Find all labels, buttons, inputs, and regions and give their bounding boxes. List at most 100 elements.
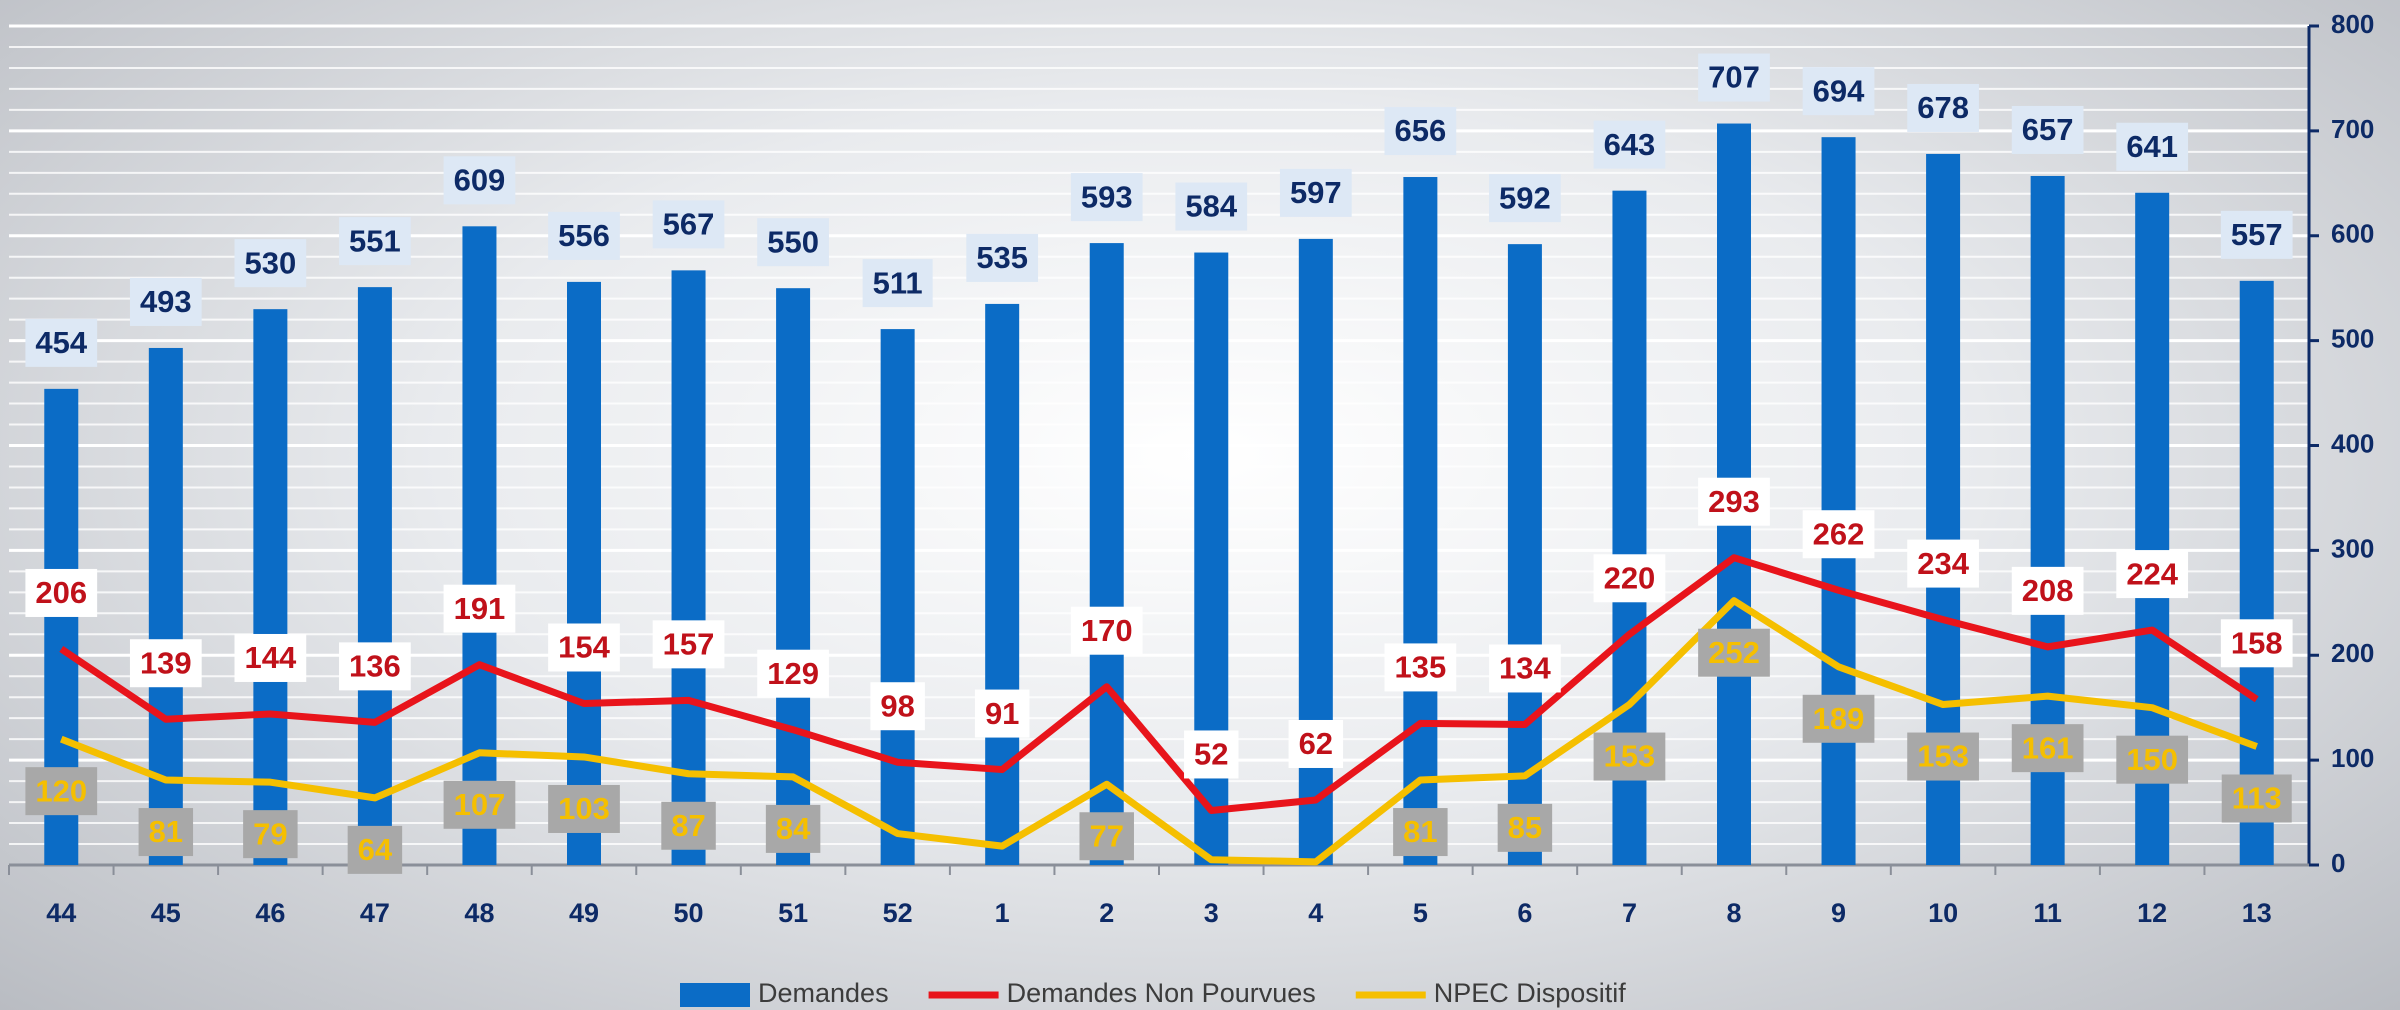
npec-label: 113 (2232, 781, 2282, 816)
bar-label-group: 593 (1070, 173, 1143, 222)
line-label-group: 52 (1184, 730, 1239, 779)
npec-label: 153 (1917, 739, 1969, 774)
line-label: 135 (1394, 650, 1446, 685)
y-tick-label: 300 (2331, 533, 2374, 563)
x-tick-label: 49 (569, 898, 599, 928)
line-label: 234 (1917, 546, 1969, 581)
line-label-box (25, 568, 98, 617)
x-tick-label: 12 (2137, 898, 2167, 928)
bar-label-group: 493 (129, 277, 202, 326)
bar-label-box (2220, 210, 2293, 259)
line-label-group: 129 (757, 649, 829, 698)
npec-label-box (25, 767, 98, 816)
bar-label: 656 (1394, 113, 1446, 148)
bar-label-box (1279, 168, 1352, 217)
line-label-group: 134 (1489, 644, 1561, 693)
npec-label: 81 (149, 814, 183, 849)
npec-label-group: 120 (25, 767, 98, 816)
npec-label: 64 (358, 832, 393, 867)
bar-label-group: 550 (757, 218, 829, 267)
bar-label-box (548, 211, 620, 260)
line-label-group: 191 (443, 584, 516, 633)
line-label-group: 206 (25, 568, 98, 617)
bar-label: 567 (663, 207, 715, 242)
npec-label-box (1497, 803, 1553, 852)
line-label-box (1593, 554, 1666, 603)
line-label: 208 (2022, 573, 2074, 608)
line-label-group: 136 (339, 642, 411, 691)
line-label-box (548, 623, 620, 672)
npec-label-box (661, 801, 716, 850)
bar-label-box (862, 259, 933, 308)
x-tick-label: 9 (1831, 898, 1846, 928)
bar-label-group: 557 (2220, 210, 2293, 259)
line-label: 206 (35, 575, 87, 610)
line-label-box (129, 639, 202, 688)
bar-label-group: 694 (1802, 67, 1875, 116)
bar-label-box (1698, 53, 1770, 102)
npec-label-group: 64 (347, 825, 403, 874)
y-tick-label: 0 (2331, 848, 2345, 878)
bar-label-group: 535 (966, 233, 1039, 282)
bar-label: 643 (1604, 127, 1656, 162)
x-tick-label: 5 (1413, 898, 1428, 928)
bar (671, 270, 706, 865)
legend-label: Demandes (758, 978, 889, 1008)
line-label-box (1070, 606, 1143, 655)
bar-label-group: 530 (234, 239, 307, 288)
x-tick-label: 3 (1204, 898, 1219, 928)
x-tick-label: 11 (2033, 898, 2062, 928)
bar-label-box (1489, 174, 1561, 223)
x-tick-label: 44 (46, 898, 76, 928)
bar-label-group: 678 (1907, 83, 1979, 132)
npec-label: 87 (671, 808, 705, 843)
bar (985, 303, 1020, 865)
bar-label: 511 (873, 265, 923, 300)
line-label-box (1184, 730, 1239, 779)
y-tick-label: 200 (2331, 638, 2374, 668)
line-label: 136 (349, 649, 401, 684)
line-label-group: 139 (129, 639, 202, 688)
bar (148, 347, 183, 865)
line-label: 91 (985, 696, 1019, 731)
npec-label-box (1593, 732, 1666, 781)
bar (357, 287, 392, 865)
npec-label: 85 (1508, 810, 1542, 845)
line-label-box (870, 682, 925, 731)
x-tick-label: 51 (778, 898, 808, 928)
line-label-group: 234 (1907, 539, 1979, 588)
bar-label-box (339, 217, 411, 266)
bar (1089, 243, 1124, 865)
y-tick-label: 500 (2331, 324, 2374, 354)
bar-label: 641 (2126, 129, 2178, 164)
bar (776, 288, 811, 865)
npec-label: 103 (558, 791, 610, 826)
npec-label-group: 81 (1393, 808, 1448, 857)
bar-label-group: 556 (548, 211, 620, 260)
bar (567, 281, 601, 865)
line-label: 191 (454, 591, 506, 626)
bar-label-box (757, 218, 829, 267)
bar-label: 454 (35, 325, 87, 360)
x-tick-label: 4 (1308, 898, 1323, 928)
x-tick-label: 8 (1726, 898, 1741, 928)
bar-label-group: 454 (25, 318, 98, 367)
line-label: 52 (1194, 737, 1228, 772)
bar-label-box (1070, 173, 1143, 222)
npec-label-group: 87 (661, 801, 716, 850)
y-tick-label: 100 (2331, 743, 2374, 773)
line-label: 262 (1813, 516, 1865, 551)
npec-label-box (765, 804, 821, 853)
bar-label-box (966, 233, 1039, 282)
line-label-box (1802, 510, 1875, 559)
npec-label: 77 (1089, 818, 1123, 853)
npec-label-group: 113 (2221, 774, 2292, 823)
npec-label-box (1907, 732, 1979, 781)
line-label: 224 (2126, 556, 2178, 591)
bar-label: 707 (1708, 60, 1760, 95)
line-label-group: 293 (1698, 477, 1770, 526)
npec-label-group: 77 (1079, 812, 1134, 861)
legend-swatch (680, 983, 750, 1007)
npec-label-group: 79 (243, 810, 298, 859)
bar-label: 694 (1813, 73, 1865, 108)
